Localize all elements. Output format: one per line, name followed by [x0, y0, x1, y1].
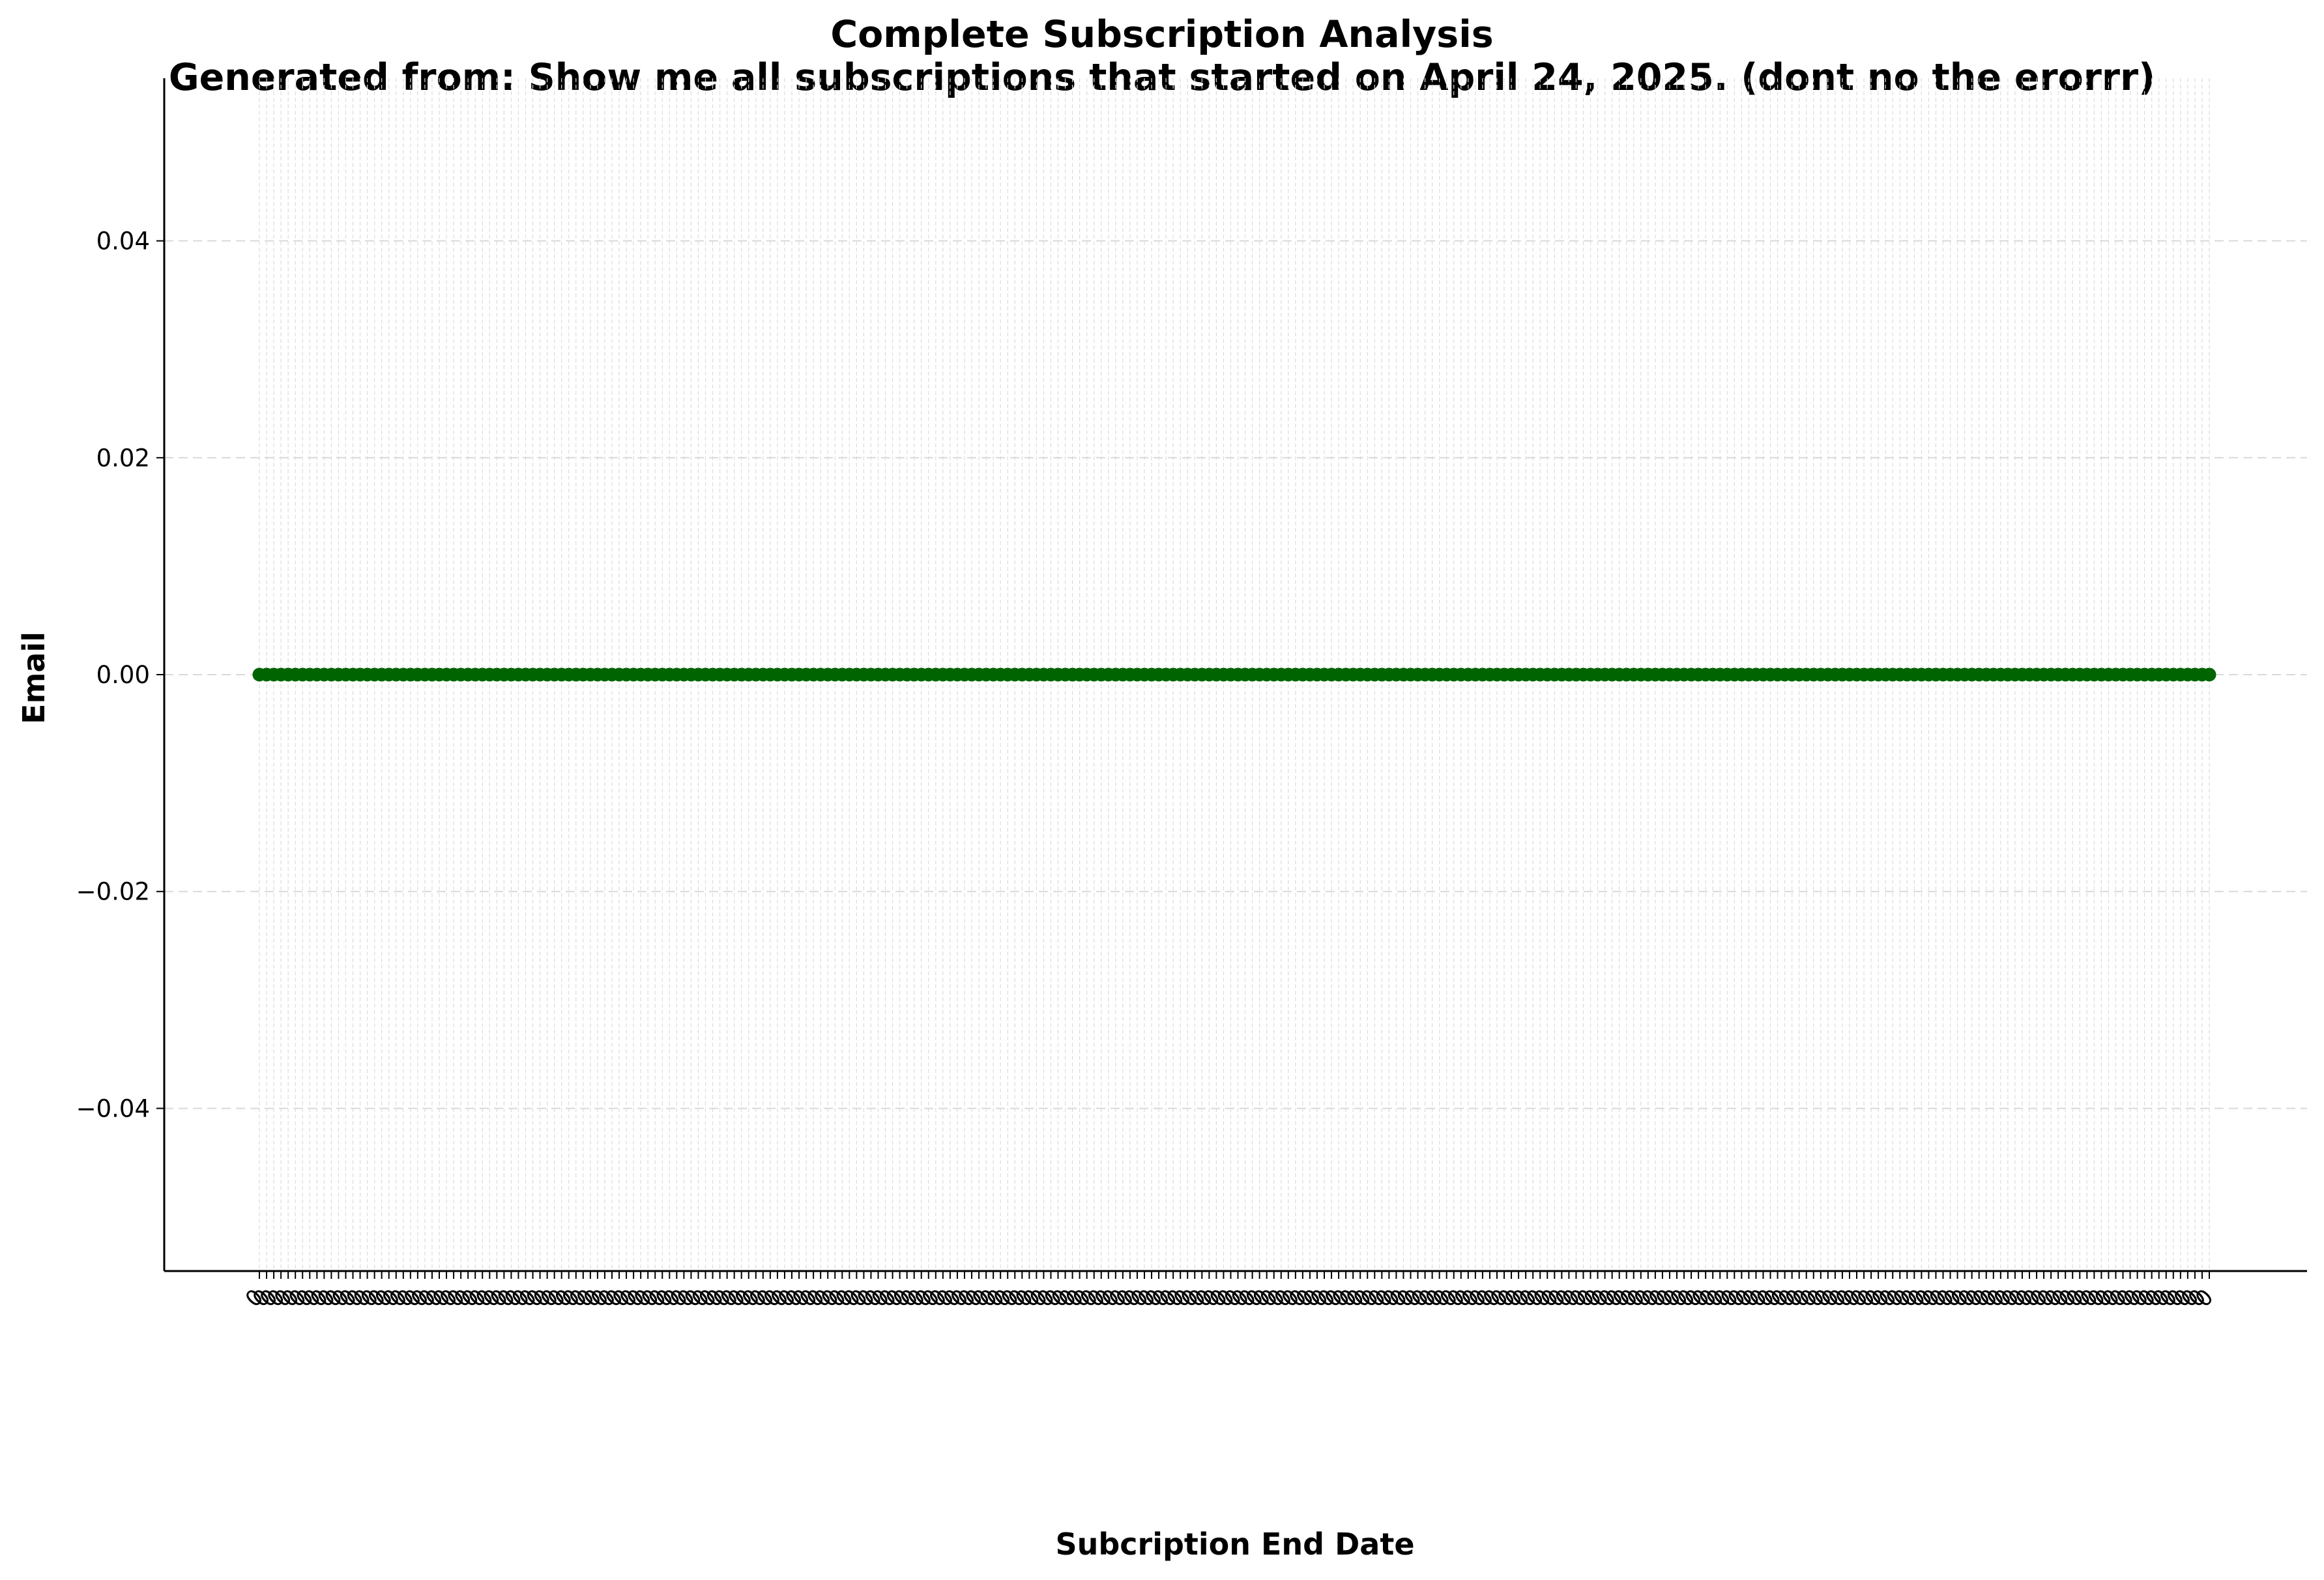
y-tick-label: 0.00 — [96, 661, 150, 689]
data-series — [252, 667, 2216, 682]
data-point — [2202, 667, 2216, 682]
y-tick-label: −0.04 — [76, 1094, 150, 1122]
y-axis-label: Email — [16, 632, 51, 724]
y-tick-label: −0.02 — [76, 878, 150, 906]
y-ticks: −0.04 −0.02 0.00 0.02 0.04 — [76, 227, 164, 1122]
chart-title: Complete Subscription Analysis — [830, 13, 1493, 56]
x-axis-label: Subcription End Date — [1055, 1527, 1414, 1562]
x-ticks: 0000000000000000000000000000000000000000… — [240, 1271, 2218, 1313]
y-tick-label: 0.02 — [96, 444, 150, 472]
y-tick-label: 0.04 — [96, 227, 150, 256]
chart-subtitle: Generated from: Show me all subscription… — [169, 56, 2155, 99]
